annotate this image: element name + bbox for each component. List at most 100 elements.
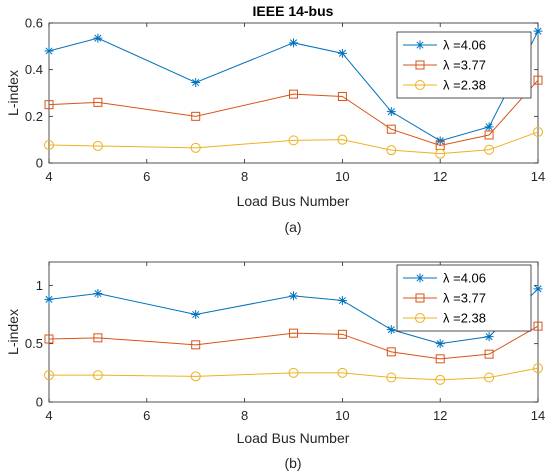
chart-b-series-1 <box>44 284 543 349</box>
chart-b-data-point <box>435 339 445 349</box>
chart-b-data-point <box>191 310 201 319</box>
chart-a-xtick-label: 12 <box>433 169 447 184</box>
chart-b-ytick-label: 1 <box>36 278 43 293</box>
chart-b-xtick-label: 14 <box>531 408 545 423</box>
chart-b-series <box>44 284 543 385</box>
chart-a-data-point <box>435 136 445 146</box>
chart-b-data-point <box>92 370 103 381</box>
chart-a-legend-label: λ =4.06 <box>443 38 486 53</box>
chart-b-ticks: 4 6 8 10 12 14 0 0.5 1 <box>25 262 545 423</box>
chart-a-data-point <box>288 135 299 146</box>
chart-b-legend-marker <box>415 293 425 303</box>
chart-b-data-point <box>289 291 298 301</box>
chart-b-ytick-label: 0.5 <box>25 336 43 351</box>
chart-b-legend-item: λ =4.06 <box>403 271 486 286</box>
chart-a-data-point <box>93 97 103 107</box>
chart-b-ytick-label: 0 <box>36 395 43 410</box>
chart-a-data-point <box>533 26 543 36</box>
chart-b-legend-marker <box>415 313 425 323</box>
chart-a-data-point <box>289 89 298 99</box>
chart-b-data-point <box>435 374 446 385</box>
chart-a-caption: (a) <box>284 219 301 235</box>
chart-b-data-point <box>386 372 397 383</box>
chart-a-data-point <box>533 75 543 85</box>
chart-b-data-point <box>337 367 348 378</box>
chart-b-data-point <box>44 294 54 304</box>
chart-a-series-line <box>48 131 539 155</box>
chart-b-caption: (b) <box>284 455 301 471</box>
chart-a-data-point <box>386 124 396 134</box>
chart-b-xlabel: Load Bus Number <box>237 430 350 446</box>
chart-a-data-point <box>386 107 396 117</box>
chart-b-series-3 <box>44 363 543 385</box>
chart-a-legend-marker <box>415 80 425 90</box>
chart-b-data-point <box>435 354 445 364</box>
chart-b-legend-label: λ =4.06 <box>443 271 486 286</box>
chart-b-series-line <box>48 325 539 360</box>
chart-a-ytick-label: 0.2 <box>25 109 43 124</box>
chart-a-data-point <box>289 38 298 48</box>
chart-b-data-point <box>533 284 543 294</box>
chart-a-data-point <box>533 126 543 137</box>
chart-a-data-point <box>44 140 54 151</box>
chart-b-xtick-label: 8 <box>241 408 248 423</box>
chart-a-series-3 <box>44 126 543 159</box>
chart-a-ticks: 4 6 8 10 12 14 0 0.2 0.4 0.6 <box>25 16 545 185</box>
chart-a-data-point <box>386 145 397 156</box>
chart-a-data-point <box>435 148 446 159</box>
chart-b-data-point <box>484 349 494 359</box>
chart-a-data-point <box>484 122 494 132</box>
chart-a-ytick-label: 0.4 <box>25 62 43 77</box>
chart-b-data-point <box>386 347 396 357</box>
chart-a-series-2 <box>44 75 543 150</box>
chart-a-data-point <box>337 134 348 145</box>
chart-b: 4 6 8 10 12 14 0 0.5 1 L-index Load Bus Number (… <box>5 261 545 471</box>
chart-a-data-point <box>484 130 494 140</box>
chart-a-legend-label: λ =3.77 <box>443 58 486 73</box>
chart-b-data-point <box>190 371 201 382</box>
chart-a-legend-label: λ =2.38 <box>443 78 486 93</box>
chart-b-series-2 <box>44 321 543 364</box>
chart-a-data-point <box>191 111 201 121</box>
chart-a-legend-item: λ =2.38 <box>403 78 486 93</box>
chart-a-legend-marker <box>415 40 425 50</box>
chart-a-data-point <box>44 46 54 56</box>
chart-a-ylabel: L-index <box>5 70 21 116</box>
chart-a-xtick-label: 10 <box>335 169 349 184</box>
chart-a-legend: λ =4.06 λ =3.77 λ =2.38 <box>396 31 532 99</box>
chart-b-data-point <box>93 289 103 298</box>
chart-a-xlabel: Load Bus Number <box>237 193 350 209</box>
chart-b-data-point <box>533 321 543 331</box>
chart-a-data-point <box>44 100 54 110</box>
chart-b-legend-label: λ =3.77 <box>443 291 486 306</box>
chart-a-data-point <box>93 33 103 43</box>
chart-b-data-point <box>337 296 347 305</box>
chart-a-xtick-label: 8 <box>241 169 248 184</box>
chart-b-data-point <box>484 372 495 383</box>
chart-a-series-1 <box>44 26 543 146</box>
chart-b-legend-label: λ =2.38 <box>443 311 486 326</box>
chart-b-legend-item: λ =3.77 <box>403 291 486 306</box>
chart-b-data-point <box>93 333 103 343</box>
chart-b-data-point <box>386 325 396 335</box>
chart-a-xtick-label: 6 <box>143 169 150 184</box>
chart-a-data-point <box>337 48 347 58</box>
chart-b-legend-marker <box>415 273 425 283</box>
chart-a-series-line <box>48 79 539 147</box>
chart-a-legend-item: λ =4.06 <box>403 38 486 53</box>
chart-b-data-point <box>44 334 54 344</box>
chart-b-data-point <box>191 340 201 350</box>
chart-b-xtick-label: 6 <box>143 408 150 423</box>
chart-a-data-point <box>484 144 495 155</box>
chart-a-data-point <box>190 142 201 153</box>
chart-b-xtick-label: 12 <box>433 408 447 423</box>
chart-a-legend-item: λ =3.77 <box>403 58 486 73</box>
chart-a-series <box>44 26 543 159</box>
chart-b-data-point <box>533 363 543 374</box>
chart-a-data-point <box>92 140 103 151</box>
chart-b-data-point <box>289 328 298 338</box>
chart-b-data-point <box>44 370 54 381</box>
chart-b-legend: λ =4.06 λ =3.77 λ =2.38 <box>396 264 532 332</box>
chart-a-xtick-label: 4 <box>45 169 52 184</box>
chart-b-series-line <box>49 367 539 381</box>
